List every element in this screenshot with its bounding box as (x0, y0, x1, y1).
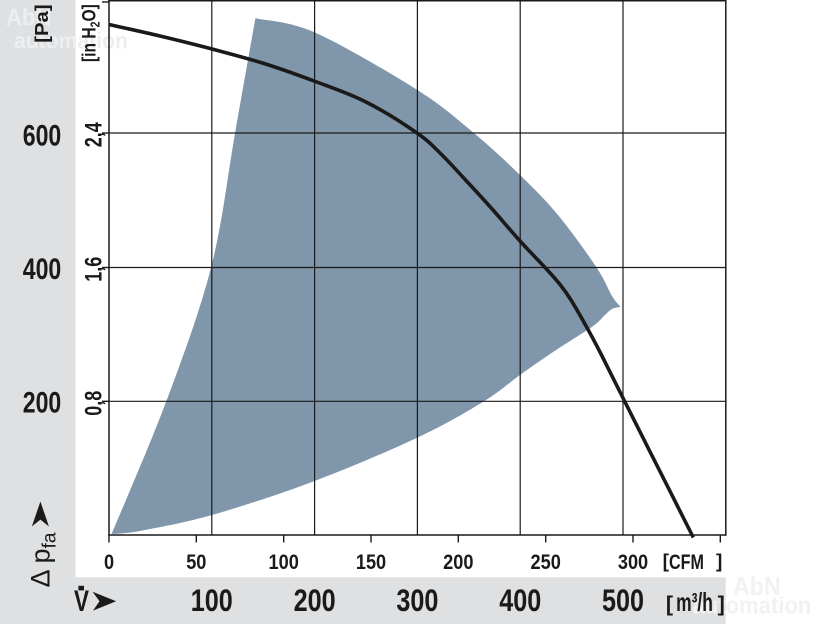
svg-text:CFM: CFM (669, 551, 704, 575)
svg-text:300: 300 (396, 583, 438, 618)
svg-text:automation: automation (693, 592, 812, 619)
svg-text:[: [ (666, 592, 673, 616)
svg-text:150: 150 (356, 550, 386, 574)
svg-text:0: 0 (104, 550, 114, 574)
svg-text:50: 50 (186, 550, 206, 574)
svg-text:1,6: 1,6 (81, 257, 107, 282)
svg-text:]: ] (718, 592, 725, 616)
svg-text:200: 200 (443, 550, 473, 574)
svg-text:500: 500 (602, 583, 644, 618)
svg-text:]: ] (716, 552, 722, 573)
svg-text:2,4: 2,4 (81, 122, 107, 147)
svg-text:[in H2O]: [in H2O] (78, 4, 103, 62)
svg-text:250: 250 (531, 550, 561, 574)
svg-text:m³/h: m³/h (676, 588, 713, 617)
svg-text:400: 400 (23, 252, 62, 286)
svg-text:100: 100 (269, 550, 299, 574)
svg-text:AbN: AbN (733, 573, 781, 601)
svg-text:100: 100 (191, 583, 233, 618)
svg-text:V: V (74, 584, 89, 618)
svg-text:600: 600 (23, 118, 62, 152)
svg-text:[: [ (663, 552, 670, 573)
svg-text:[Pa]: [Pa] (32, 4, 53, 42)
svg-text:AbN: AbN (6, 4, 51, 31)
svg-text:200: 200 (294, 583, 336, 618)
svg-text:200: 200 (23, 385, 62, 419)
svg-text:400: 400 (499, 583, 541, 618)
svg-text:0,8: 0,8 (81, 391, 107, 416)
svg-text:300: 300 (618, 550, 648, 574)
